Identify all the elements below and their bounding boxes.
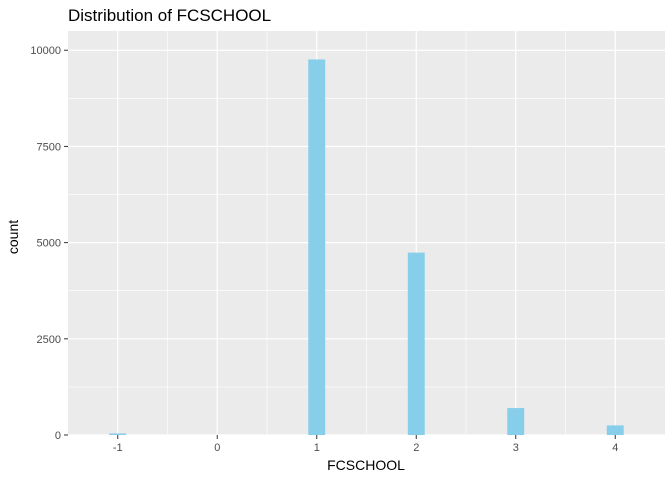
y-axis-label: count: [5, 220, 21, 254]
chart-title: Distribution of FCSCHOOL: [68, 6, 271, 25]
x-axis: -1 0 1 2 3 4: [113, 435, 618, 454]
x-tick-label: 3: [513, 442, 519, 454]
y-tick-label: 2500: [37, 334, 61, 346]
bar: [308, 59, 326, 435]
grid-major: [68, 31, 665, 436]
x-tick-label: 0: [214, 442, 220, 454]
y-tick-label: 7500: [37, 141, 61, 153]
bars: [109, 59, 624, 435]
x-tick-label: 2: [413, 442, 419, 454]
bar: [109, 433, 127, 435]
y-tick-label: 0: [55, 430, 61, 442]
y-axis: 0 2500 5000 7500 10000: [30, 45, 68, 442]
bar: [507, 408, 525, 435]
bar: [407, 252, 425, 435]
x-tick-label: 4: [612, 442, 618, 454]
grid-minor: [68, 31, 665, 435]
x-axis-label: FCSCHOOL: [327, 457, 405, 473]
x-tick-label: 1: [314, 442, 320, 454]
bar: [606, 425, 624, 435]
y-tick-label: 10000: [30, 45, 61, 57]
x-tick-label: -1: [113, 442, 123, 454]
y-tick-label: 5000: [37, 238, 61, 250]
